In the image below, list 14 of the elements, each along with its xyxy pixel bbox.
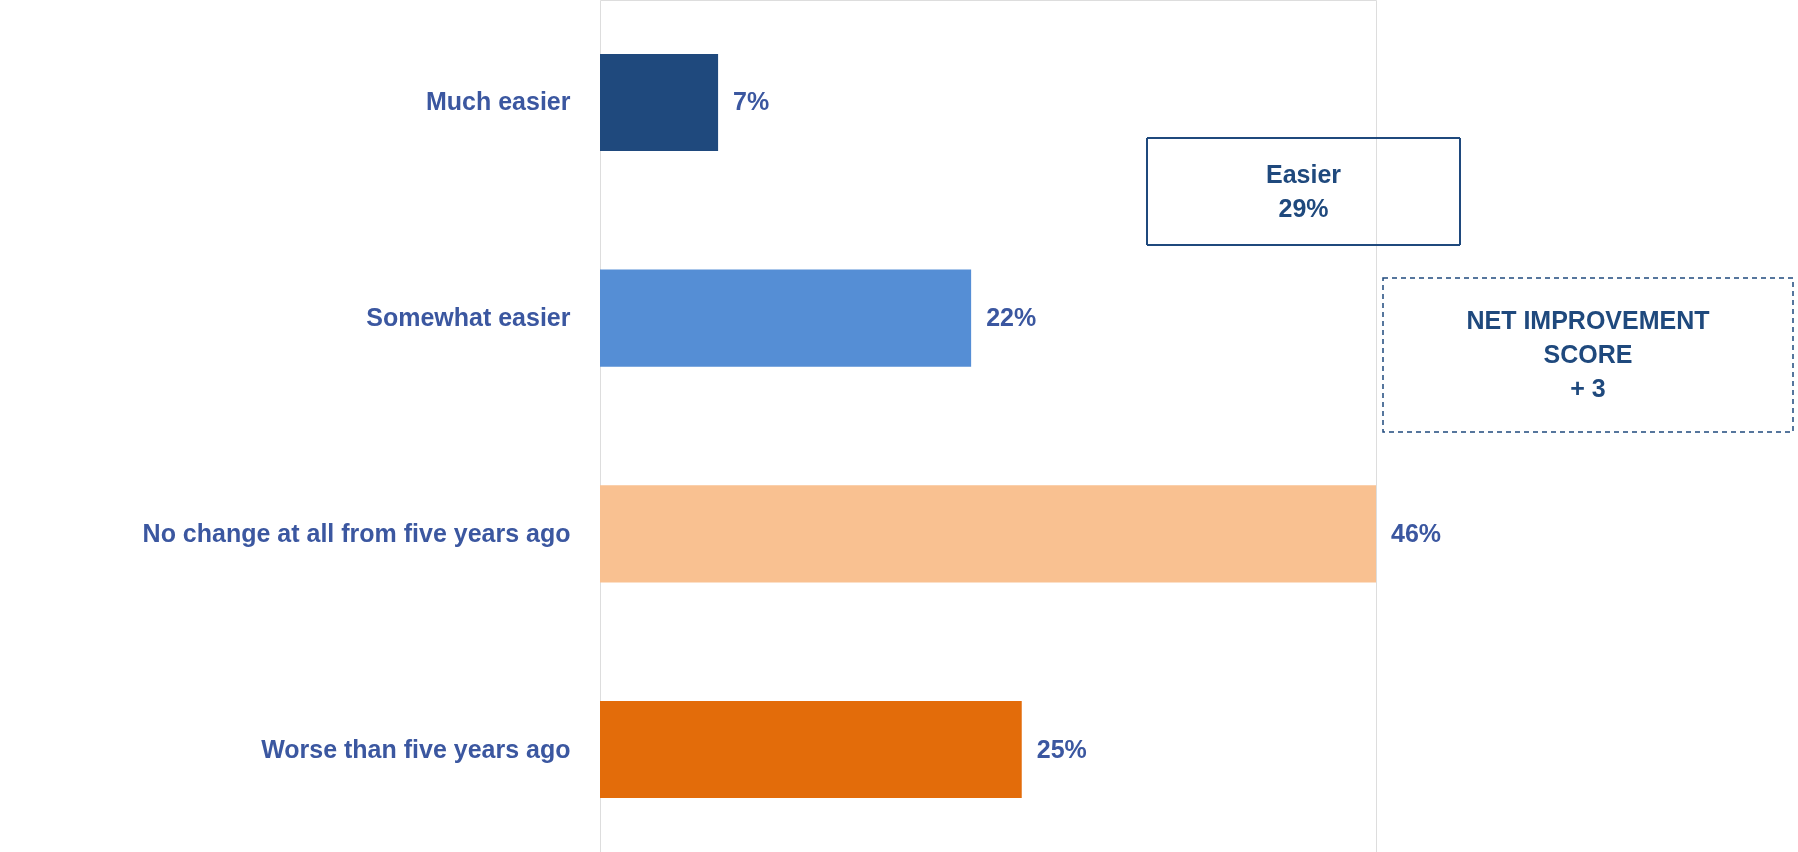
bar: [600, 53, 719, 151]
bar: [600, 701, 1022, 799]
text: NET IMPROVEMENT SCORE + 3: [1466, 306, 1710, 402]
y-tick-label: Much easier: [425, 87, 571, 116]
y-tick-label: No change at all from five years ago: [142, 518, 571, 547]
data-label: 7%: [733, 87, 770, 116]
y-tick-label: Worse than five years ago: [261, 734, 571, 763]
bar: [600, 485, 1376, 583]
data-label: 25%: [1036, 734, 1087, 763]
data-label: 46%: [1391, 518, 1442, 547]
y-tick-label: Somewhat easier: [366, 303, 571, 332]
annotation: Easier 29%: [1265, 159, 1342, 222]
data-label: 22%: [986, 303, 1037, 332]
bar: [600, 269, 972, 367]
